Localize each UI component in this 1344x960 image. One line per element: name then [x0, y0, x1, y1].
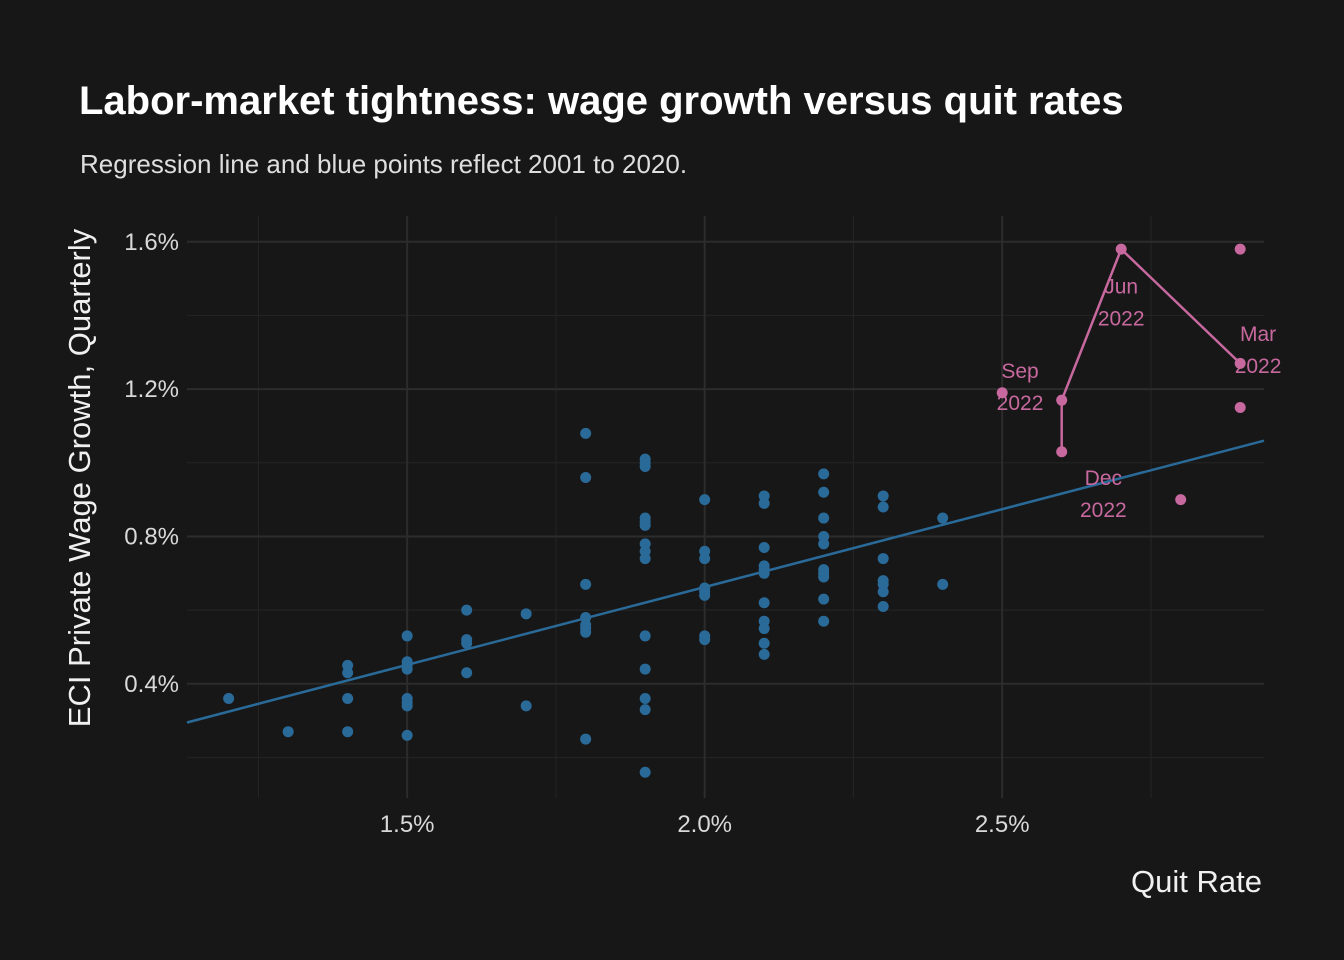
data-point: [401, 630, 413, 642]
data-point: [758, 567, 770, 579]
x-tick-label: 2.5%: [975, 811, 1030, 838]
historical-points: [223, 427, 949, 778]
data-point: [818, 615, 830, 627]
data-point: [223, 693, 235, 705]
recent-path-point: [1115, 243, 1127, 255]
recent-path-point: [1056, 446, 1068, 458]
y-tick-label: 0.8%: [124, 523, 179, 550]
data-point: [877, 600, 889, 612]
y-tick-label: 0.4%: [124, 671, 179, 698]
recent-point: [1234, 402, 1246, 414]
data-point: [699, 589, 711, 601]
point-annotation: Mar 2022: [1235, 323, 1282, 378]
data-point: [818, 468, 830, 480]
x-tick-label: 1.5%: [380, 811, 435, 838]
data-point: [818, 538, 830, 550]
data-point: [520, 608, 532, 620]
data-point: [758, 623, 770, 635]
regression-line: [186, 439, 1265, 724]
recent-path-line: [1060, 247, 1242, 452]
data-point: [580, 626, 592, 638]
annotation-line: 2022: [1080, 499, 1127, 522]
data-point: [818, 486, 830, 498]
y-axis-title: ECI Private Wage Growth, Quarterly: [62, 228, 97, 727]
data-point: [877, 553, 889, 565]
annotation-line: Sep: [1001, 360, 1038, 383]
data-point: [342, 693, 354, 705]
data-point: [282, 726, 294, 738]
annotation-line: 2022: [997, 392, 1044, 415]
annotation-line: 2022: [1235, 355, 1282, 378]
annotation-line: Dec: [1085, 467, 1122, 490]
data-point: [520, 700, 532, 712]
data-point: [639, 693, 651, 705]
recent-path-point: [1234, 357, 1246, 369]
x-tick-label: 2.0%: [677, 811, 732, 838]
data-point: [937, 578, 949, 590]
data-point: [461, 637, 473, 649]
data-point: [699, 553, 711, 565]
chart-subtitle: Regression line and blue points reflect …: [80, 149, 687, 179]
y-tick-label: 1.6%: [124, 229, 179, 256]
data-point: [461, 667, 473, 679]
data-point: [342, 667, 354, 679]
data-point: [639, 460, 651, 472]
recent-point: [1175, 494, 1187, 506]
data-point: [580, 472, 592, 484]
data-point: [639, 704, 651, 716]
major-gridlines: [187, 216, 1264, 798]
y-tick-label: 1.2%: [124, 376, 179, 403]
data-point: [818, 593, 830, 605]
data-point: [699, 634, 711, 646]
x-axis-title: Quit Rate: [1131, 864, 1262, 899]
data-point: [401, 663, 413, 675]
data-point: [580, 427, 592, 439]
point-annotation: Sep 2022: [997, 360, 1044, 415]
minor-gridlines: [187, 216, 1264, 798]
data-point: [877, 501, 889, 513]
data-point: [758, 648, 770, 660]
data-point: [937, 512, 949, 524]
recent-point: [1234, 243, 1246, 255]
data-point: [401, 700, 413, 712]
data-point: [580, 733, 592, 745]
point-annotation: Dec 2022: [1080, 467, 1127, 522]
data-point: [401, 729, 413, 741]
data-point: [758, 597, 770, 609]
x-axis-ticks: 1.5% 2.0% 2.5%: [380, 811, 1030, 838]
data-point: [818, 512, 830, 524]
point-annotation: Jun 2022: [1098, 275, 1145, 330]
data-point: [580, 578, 592, 590]
regression-line-group: [186, 439, 1265, 724]
data-point: [877, 586, 889, 598]
data-point: [818, 571, 830, 583]
data-point: [342, 726, 354, 738]
data-point: [461, 604, 473, 616]
data-point: [877, 490, 889, 502]
annotation-line: Jun: [1104, 275, 1138, 298]
annotation-line: Mar: [1240, 323, 1276, 346]
data-point: [639, 663, 651, 675]
point-annotations: Sep 2022 Jun 2022 Mar 2022 Dec 2022: [997, 275, 1282, 522]
data-point: [758, 542, 770, 554]
chart-title: Labor-market tightness: wage growth vers…: [79, 79, 1124, 123]
data-point: [758, 497, 770, 509]
data-point: [639, 519, 651, 531]
data-point: [639, 766, 651, 778]
data-point: [758, 637, 770, 649]
recent-point: [996, 387, 1008, 399]
data-point: [639, 553, 651, 565]
data-point: [699, 494, 711, 506]
y-axis-ticks: 0.4% 0.8% 1.2% 1.6%: [124, 229, 179, 698]
annotation-line: 2022: [1098, 307, 1145, 330]
recent-path-point: [1056, 394, 1068, 406]
data-point: [639, 630, 651, 642]
recent-points: [996, 243, 1246, 506]
